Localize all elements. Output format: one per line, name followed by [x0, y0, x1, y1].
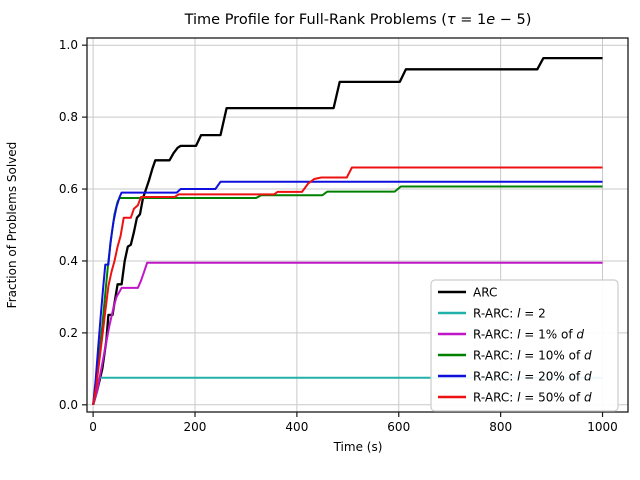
series-line-r-arc-l-50pct	[92, 166, 603, 405]
chart-title: Time Profile for Full-Rank Problems (τ =…	[88, 12, 628, 28]
legend-item-label-r-arc-l-1pct: R-ARC: l = 1% of d	[473, 328, 584, 342]
legend: ARC R-ARC: l = 2 R-ARC: l = 1% of d R-ARC: …	[430, 279, 619, 412]
legend-box	[430, 279, 619, 412]
legend-item-label-arc: ARC	[473, 286, 497, 300]
title-text-part: = 1	[455, 12, 487, 28]
x-tick-label: 800	[489, 420, 512, 434]
legend-item-label-r-arc-l-2: R-ARC: l = 2	[473, 307, 546, 321]
x-tick-label: 600	[387, 420, 410, 434]
legend-item-label-r-arc-l-50pct: R-ARC: l = 50% of d	[473, 391, 592, 405]
y-tick-label: 0.4	[59, 254, 78, 268]
x-tick-label: 200	[184, 420, 207, 434]
y-tick-label: 0.6	[59, 182, 78, 196]
y-tick-label: 1.0	[59, 38, 78, 52]
series-line-r-arc-l-20pct	[92, 180, 603, 405]
y-tick-label: 0.0	[59, 398, 78, 412]
title-text-part: Time Profile for Full-Rank Problems (	[184, 12, 447, 28]
x-axis-label: Time (s)	[333, 440, 383, 454]
y-axis-label: Fraction of Problems Solved	[5, 141, 19, 309]
x-tick-label: 1000	[587, 420, 618, 434]
legend-item-label-r-arc-l-20pct: R-ARC: l = 20% of d	[473, 370, 592, 384]
y-tick-label: 0.2	[59, 326, 78, 340]
legend-item-label-r-arc-l-10pct: R-ARC: l = 10% of d	[473, 349, 592, 363]
y-tick-label: 0.8	[59, 110, 78, 124]
x-tick-label: 0	[89, 420, 97, 434]
title-math-part: τ	[446, 12, 456, 28]
x-tick-label: 400	[285, 420, 308, 434]
plot-frame	[86, 37, 629, 413]
series-line-r-arc-l-1pct	[92, 261, 603, 406]
title-math-part: e	[486, 12, 496, 28]
title-text-part: − 5)	[495, 12, 532, 28]
